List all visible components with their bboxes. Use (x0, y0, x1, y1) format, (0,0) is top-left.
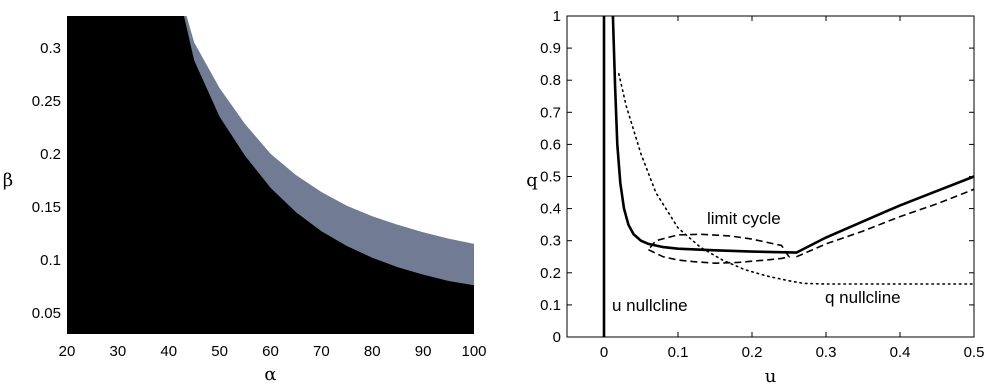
right-x-ticks: 0 0.1 0.2 0.3 0.4 0.5 (600, 16, 985, 361)
series-trajectory-outer (796, 188, 975, 258)
series-limit-cycle (647, 233, 791, 265)
right-y-tick-label: 0.8 (540, 72, 561, 89)
right-x-tick-label: 0.3 (816, 344, 837, 361)
right-x-tick-label: 0.2 (742, 344, 763, 361)
left-x-tick-label: 40 (160, 343, 177, 360)
left-x-tick-label: 90 (415, 343, 432, 360)
annotation-limit-cycle: limit cycle (707, 209, 781, 228)
annotation-q-nullcline: q nullcline (825, 288, 901, 307)
left-x-tick-label: 20 (59, 343, 76, 360)
right-y-tick-label: 0.4 (540, 201, 561, 218)
left-x-tick-label: 70 (313, 343, 330, 360)
right-y-tick-label: 0.7 (540, 104, 561, 121)
right-y-tick-label: 0.2 (540, 265, 561, 282)
left-y-tick-label: 0.2 (40, 146, 61, 163)
left-y-tick-label: 0.1 (40, 252, 61, 269)
series-u-nullcline-curve (611, 15, 975, 254)
right-series-group (602, 15, 975, 337)
left-x-tick-label: 60 (262, 343, 279, 360)
right-chart: 0 0.1 0.2 0.3 0.4 0.5 00.10.20.30.40.50.60.70… (526, 8, 984, 387)
left-x-tick-label: 100 (461, 343, 486, 360)
series-q-nullcline (617, 73, 975, 285)
right-y-tick-label: 0.9 (540, 40, 561, 57)
right-x-tick-label: 0.1 (668, 344, 689, 361)
annotation-u-nullcline: u nullcline (612, 296, 688, 315)
right-x-tick-label: 0 (600, 344, 608, 361)
right-y-tick-label: 0.3 (540, 233, 561, 250)
left-chart: 20 30 40 50 60 70 80 90 100 0.050.10.150.20.250.… (3, 16, 487, 385)
left-x-tick-label: 80 (364, 343, 381, 360)
right-x-axis-label: u (765, 366, 777, 387)
right-y-tick-label: 0 (553, 329, 561, 346)
right-y-tick-label: 1 (553, 8, 561, 25)
left-x-ticks: 20 30 40 50 60 70 80 90 100 (59, 343, 487, 360)
right-y-axis-label: q (526, 170, 538, 191)
left-x-axis-label: α (264, 364, 276, 385)
left-y-tick-label: 0.25 (32, 93, 61, 110)
left-y-tick-label: 0.15 (32, 199, 61, 216)
right-y-tick-label: 0.5 (540, 169, 561, 186)
left-x-tick-label: 50 (211, 343, 228, 360)
left-lower-region (67, 16, 474, 334)
right-y-ticks: 0 0.1 0.2 0.3 0.4 0.5 0.6 0.7 0.8 0.9 1 (540, 8, 974, 346)
right-y-tick-label: 0.6 (540, 136, 561, 153)
left-y-tick-label: 0.3 (40, 40, 61, 57)
left-y-ticks: 0.05 0.1 0.15 0.2 0.25 0.3 (32, 40, 61, 322)
left-y-axis-label: β (3, 170, 13, 191)
right-x-tick-label: 0.5 (964, 344, 985, 361)
right-y-tick-label: 0.1 (540, 297, 561, 314)
right-x-tick-label: 0.4 (890, 344, 911, 361)
right-plot-frame (566, 15, 975, 338)
left-x-tick-label: 30 (110, 343, 127, 360)
left-y-tick-label: 0.05 (32, 305, 61, 322)
